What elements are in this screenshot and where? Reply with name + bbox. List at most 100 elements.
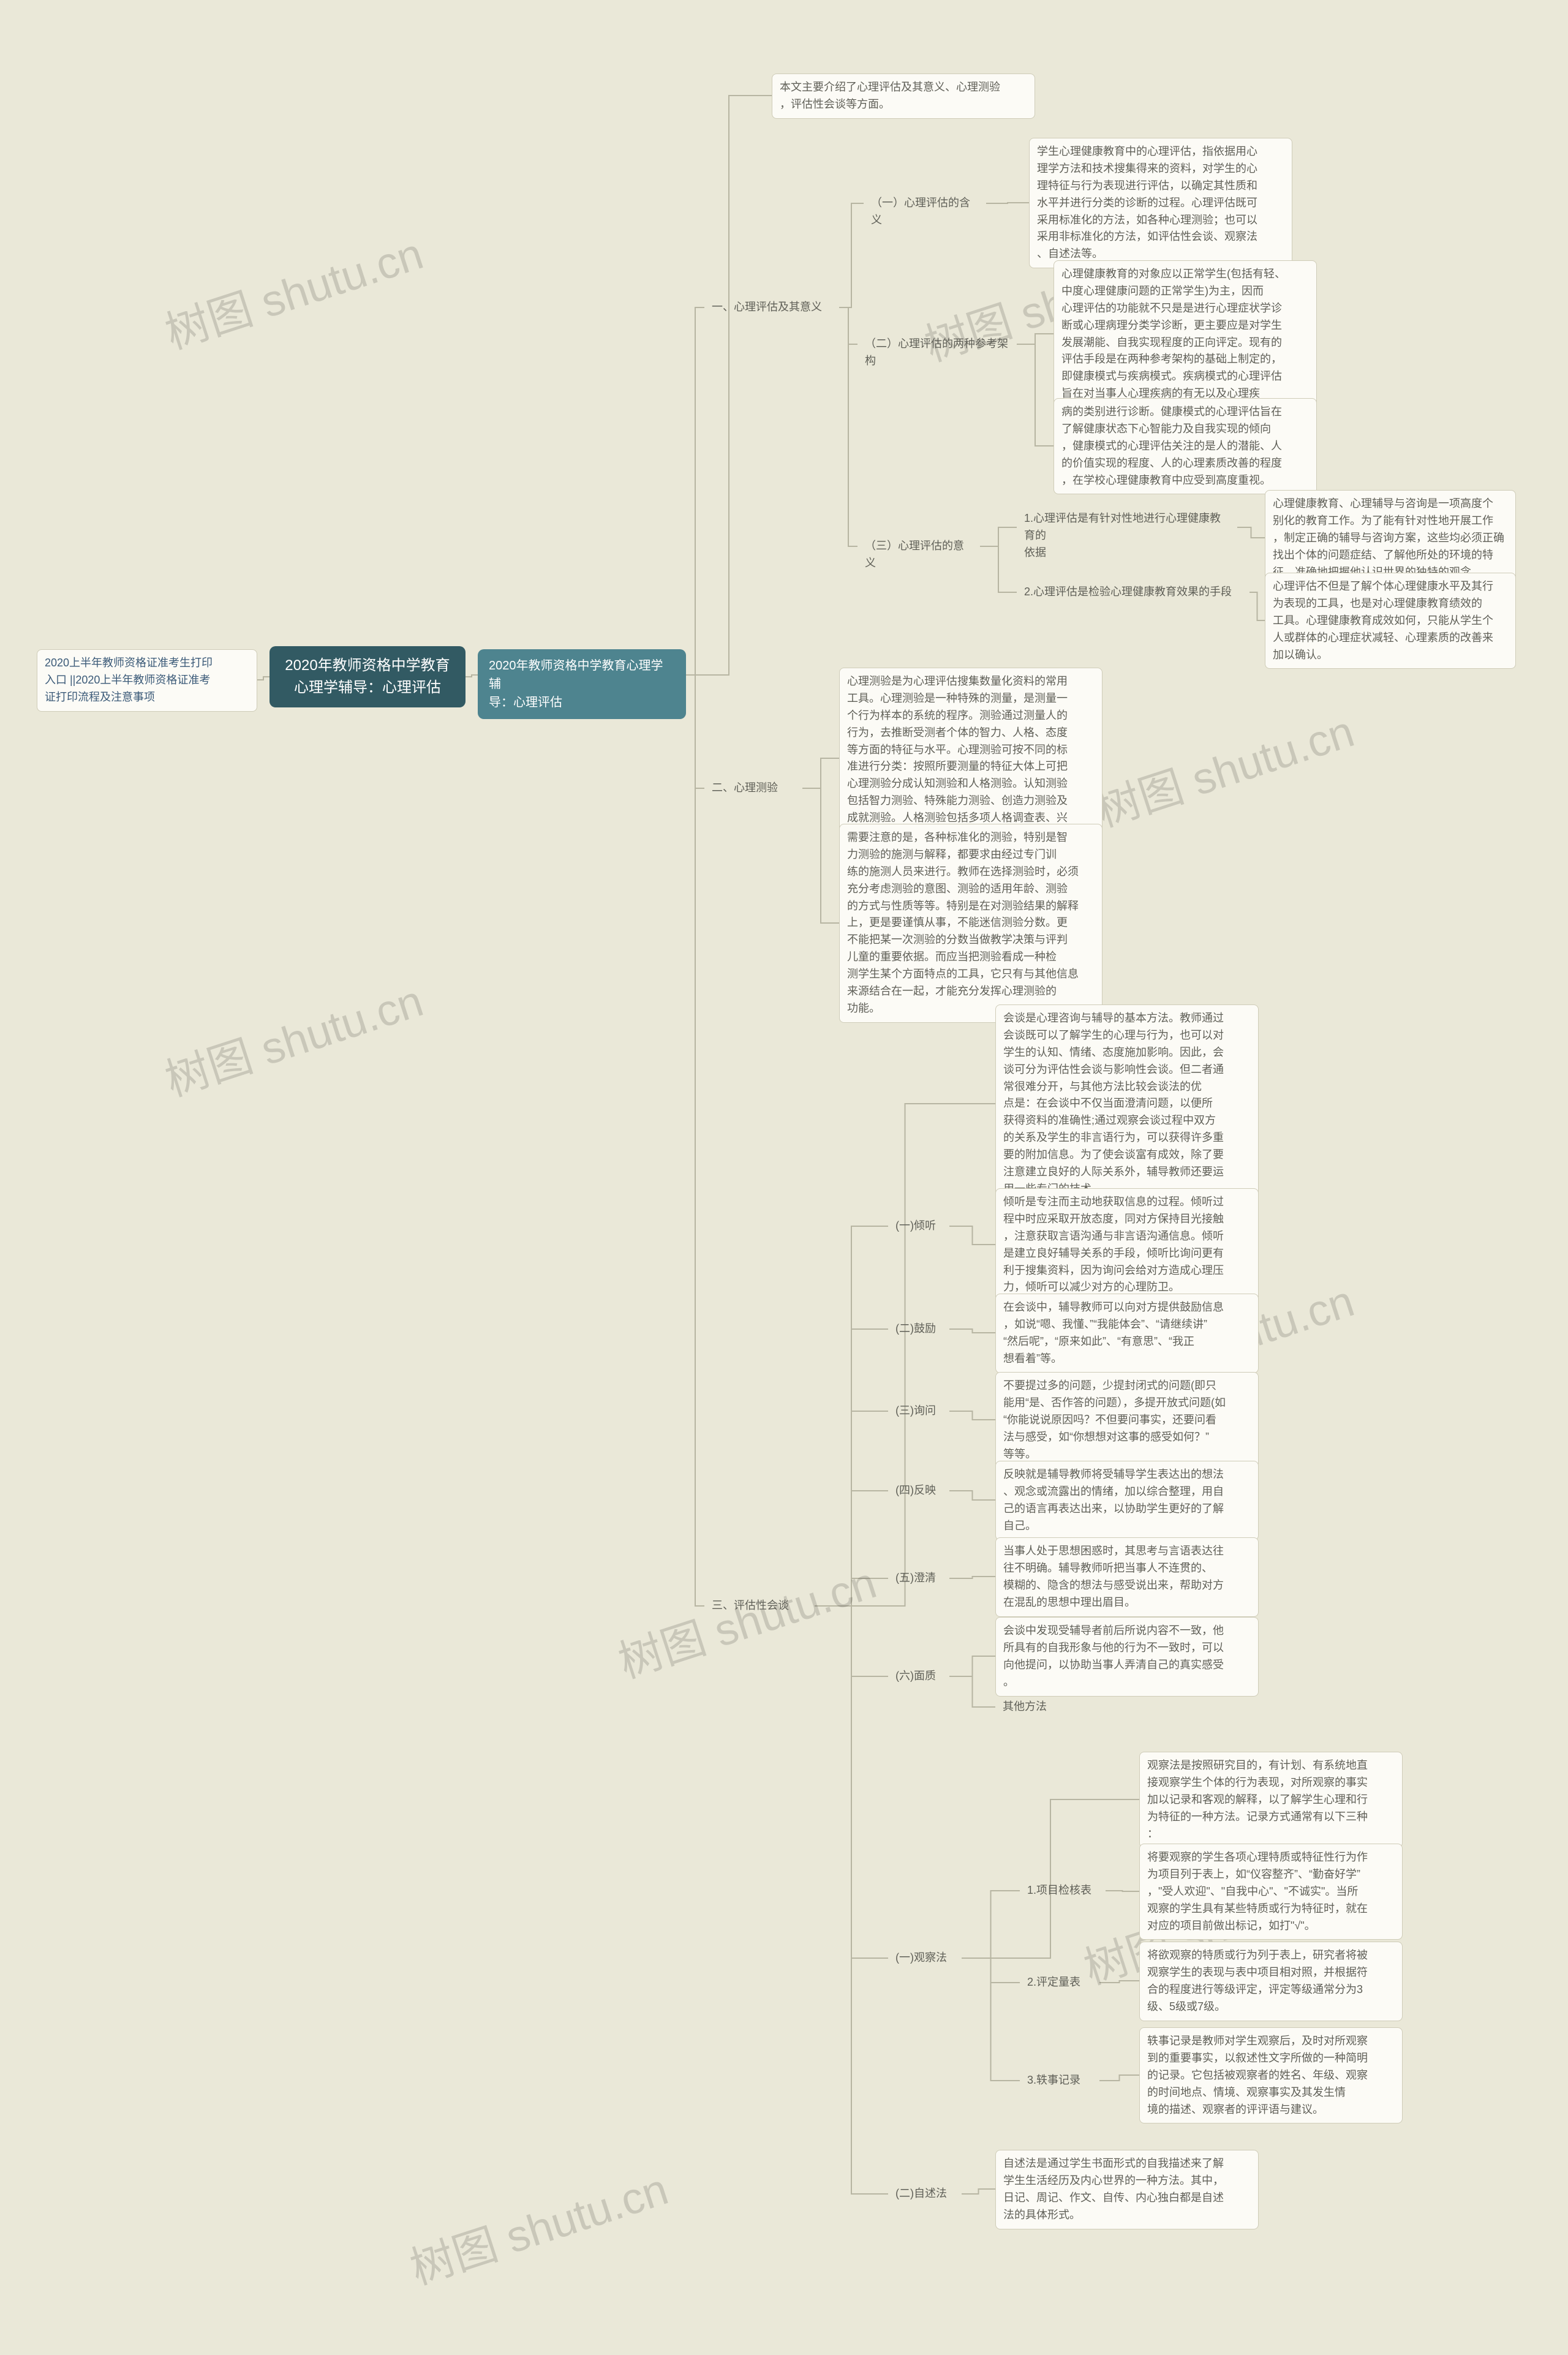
text-line: 其他方法 — [1003, 1698, 1061, 1716]
text-line: 是建立良好辅导关系的手段，倾听比询问更有 — [1003, 1245, 1251, 1262]
edge — [962, 1958, 1020, 2081]
text-line: 自己。 — [1003, 1518, 1251, 1535]
text-line: 即健康模式与疾病模式。疾病模式的心理评估 — [1061, 368, 1309, 385]
text-line: 依据 — [1024, 544, 1230, 562]
text-line: (一)观察法 — [895, 1950, 954, 1967]
text-line: 2020年教师资格中学教育 — [282, 655, 453, 677]
text-line: (六)面质 — [895, 1668, 942, 1685]
text-line: 获得资料的准确性;通过观察会谈过程中双方 — [1003, 1112, 1251, 1129]
edge — [949, 1656, 995, 1676]
text-line: (四)反映 — [895, 1482, 942, 1499]
text-line: 一、心理评估及其意义 — [712, 299, 832, 316]
text-line: 观察的学生具有某些特质或行为特征时，就在 — [1147, 1901, 1395, 1918]
node-s3_1_body: 倾听是专注而主动地获取信息的过程。倾听过程中时应采取开放态度，同对方保持目光接触… — [995, 1188, 1259, 1302]
node-s3_2_body: 在会谈中，辅导教师可以向对方提供鼓励信息，如说“嗯、我懂、”“我能体会”、“请继… — [995, 1294, 1259, 1373]
edge — [802, 788, 839, 923]
text-line: 。 — [1003, 1674, 1251, 1691]
edge — [1250, 592, 1265, 620]
text-line: 级、5级或7级。 — [1147, 1999, 1395, 2016]
node-s1_3_1[interactable]: 1.心理评估是有针对性地进行心理健康教育的依据 — [1017, 505, 1237, 567]
text-line: 常很难分开，与其他方法比较会谈法的优 — [1003, 1079, 1251, 1096]
text-line: 中度心理健康问题的正常学生)为主，因而 — [1061, 283, 1309, 300]
text-line: ，注意获取言语沟通与非言语沟通信息。倾听 — [1003, 1228, 1251, 1245]
text-line: 能用“是、否作答的问题），多提开放式问题(如 — [1003, 1395, 1251, 1412]
text-line: 对应的项目前做出标记，如打"√"。 — [1147, 1918, 1395, 1935]
node-s3_4[interactable]: (四)反映 — [888, 1477, 949, 1504]
node-s3_5_body: 当事人处于思想困惑时，其思考与言语表达往往不明确。辅导教师听把当事人不连贯的、模… — [995, 1537, 1259, 1617]
text-line: 心理健康教育的对象应以正常学生(包括有轻、 — [1061, 266, 1309, 283]
edge — [815, 1606, 888, 2194]
text-line: 轶事记录是教师对学生观察后，及时对所观察 — [1147, 2033, 1395, 2050]
node-s3_6_other[interactable]: 其他方法 — [995, 1694, 1069, 1720]
text-line: 找出个体的问题症结、了解他所处的环境的特 — [1273, 547, 1508, 564]
node-s3_1[interactable]: (一)倾听 — [888, 1213, 949, 1240]
watermark: 树图 shutu.cn — [156, 965, 429, 1109]
node-s3_3[interactable]: (三)询问 — [888, 1398, 949, 1425]
text-line: 接观察学生个体的行为表现，对所观察的事实 — [1147, 1774, 1395, 1792]
text-line: 不要提过多的问题，少提封闭式的问题(即只 — [1003, 1377, 1251, 1395]
text-line: 将欲观察的特质或行为列于表上，研究者将被 — [1147, 1947, 1395, 1964]
node-s3_2[interactable]: (二)鼓励 — [888, 1316, 949, 1343]
node-s1[interactable]: 一、心理评估及其意义 — [704, 294, 839, 321]
edge — [949, 1226, 995, 1245]
node-s1_1[interactable]: （一）心理评估的含义 — [864, 190, 986, 234]
node-s1_2[interactable]: （二）心理评估的两种参考架构 — [858, 331, 1017, 375]
text-line: 会谈是心理咨询与辅导的基本方法。教师通过 — [1003, 1010, 1251, 1027]
node-s3[interactable]: 三、评估性会谈 — [704, 1592, 815, 1619]
node-s3_7[interactable]: (一)观察法 — [888, 1945, 962, 1972]
watermark: 树图 shutu.cn — [1087, 695, 1360, 839]
text-line: 断或心理病理分类学诊断，更主要应是对学生 — [1061, 317, 1309, 334]
edge — [815, 1104, 995, 1606]
node-sibling_prev: 2020上半年教师资格证准考生打印入口 ||2020上半年教师资格证准考证打印流… — [37, 649, 257, 712]
watermark: 树图 shutu.cn — [401, 2153, 674, 2297]
edge — [815, 1411, 888, 1606]
node-s3_7_1_body: 将要观察的学生各项心理特质或特征性行为作为项目列于表上，如“仪容整齐”、“勤奋好… — [1139, 1844, 1403, 1940]
text-line: ，制定正确的辅导与咨询方案，这些均必须正确 — [1273, 530, 1508, 547]
node-sub1[interactable]: 2020年教师资格中学教育心理学辅导：心理评估 — [478, 649, 686, 719]
text-line: 水平并进行分类的诊断的过程。心理评估既可 — [1037, 195, 1284, 212]
text-line: 、观念或流露出的情绪，加以综合整理，用自 — [1003, 1483, 1251, 1501]
edge — [686, 96, 772, 675]
text-line: （三）心理评估的意义 — [865, 538, 973, 572]
edge — [686, 675, 704, 1606]
text-line: ，健康模式的心理评估关注的是人的潜能、人 — [1061, 438, 1309, 455]
node-s3_7_1[interactable]: 1.项目检核表 — [1020, 1877, 1106, 1904]
node-s3_8[interactable]: (二)自述法 — [888, 2180, 962, 2207]
edge — [1017, 344, 1054, 446]
node-root[interactable]: 2020年教师资格中学教育心理学辅导：心理评估 — [270, 646, 466, 707]
node-s2_body2: 需要注意的是，各种标准化的测验，特别是智力测验的施测与解释，都要求由经过专门训练… — [839, 824, 1102, 1023]
edge — [686, 307, 704, 675]
text-line: 需要注意的是，各种标准化的测验，特别是智 — [847, 829, 1095, 846]
text-line: 的关系及学生的非言语行为，可以获得许多重 — [1003, 1129, 1251, 1147]
edge — [815, 1606, 888, 1958]
edge — [815, 1606, 888, 1676]
text-line: 学生生活经历及内心世界的一种方法。其中， — [1003, 2172, 1251, 2190]
node-s3_5[interactable]: (五)澄清 — [888, 1565, 949, 1592]
edge — [466, 675, 478, 677]
text-line: 往不明确。辅导教师听把当事人不连贯的、 — [1003, 1560, 1251, 1577]
text-line: 心理健康教育、心理辅导与咨询是一项高度个 — [1273, 495, 1508, 513]
node-s1_3[interactable]: （三）心理评估的意义 — [858, 533, 980, 577]
node-s3_7_3_body: 轶事记录是教师对学生观察后，及时对所观察到的重要事实，以叙述性文字所做的一种简明… — [1139, 2027, 1403, 2123]
text-line: “然后呢”，“原来如此”、“有意思”、“我正 — [1003, 1333, 1251, 1351]
text-line: ，如说“嗯、我懂、”“我能体会”、“请继续讲” — [1003, 1316, 1251, 1333]
text-line: 心理测验分成认知测验和人格测验。认知测验 — [847, 775, 1095, 793]
text-line: 心理评估的功能就不只是是进行心理症状学诊 — [1061, 300, 1309, 317]
text-line: (二)自述法 — [895, 2185, 954, 2202]
mindmap-canvas: 树图 shutu.cn树图 shutu.cn树图 shutu.cn树图 shut… — [0, 0, 1568, 2355]
text-line: 的时间地点、情境、观察事实及其发生情 — [1147, 2084, 1395, 2101]
node-s3_7_2[interactable]: 2.评定量表 — [1020, 1969, 1099, 1996]
text-line: 为特征的一种方法。记录方式通常有以下三种 — [1147, 1809, 1395, 1826]
node-s3_7_3[interactable]: 3.轶事记录 — [1020, 2067, 1099, 2094]
edge — [686, 675, 704, 788]
text-line: （二）心理评估的两种参考架构 — [865, 336, 1009, 370]
node-s1_3_1_body: 心理健康教育、心理辅导与咨询是一项高度个别化的教育工作。为了能有针对性地开展工作… — [1265, 490, 1516, 586]
node-s1_3_2[interactable]: 2.心理评估是检验心理健康教育效果的手段 — [1017, 579, 1250, 606]
edge — [815, 1226, 888, 1606]
node-s2[interactable]: 二、心理测验 — [704, 775, 802, 802]
text-line: (二)鼓励 — [895, 1321, 942, 1338]
text-line: 测学生某个方面特点的工具，它只有与其他信息 — [847, 966, 1095, 983]
edge — [962, 1958, 1020, 1983]
node-s3_7_2_body: 将欲观察的特质或行为列于表上，研究者将被观察学生的表现与表中项目相对照，并根据符… — [1139, 1942, 1403, 2021]
node-s3_6[interactable]: (六)面质 — [888, 1663, 949, 1690]
